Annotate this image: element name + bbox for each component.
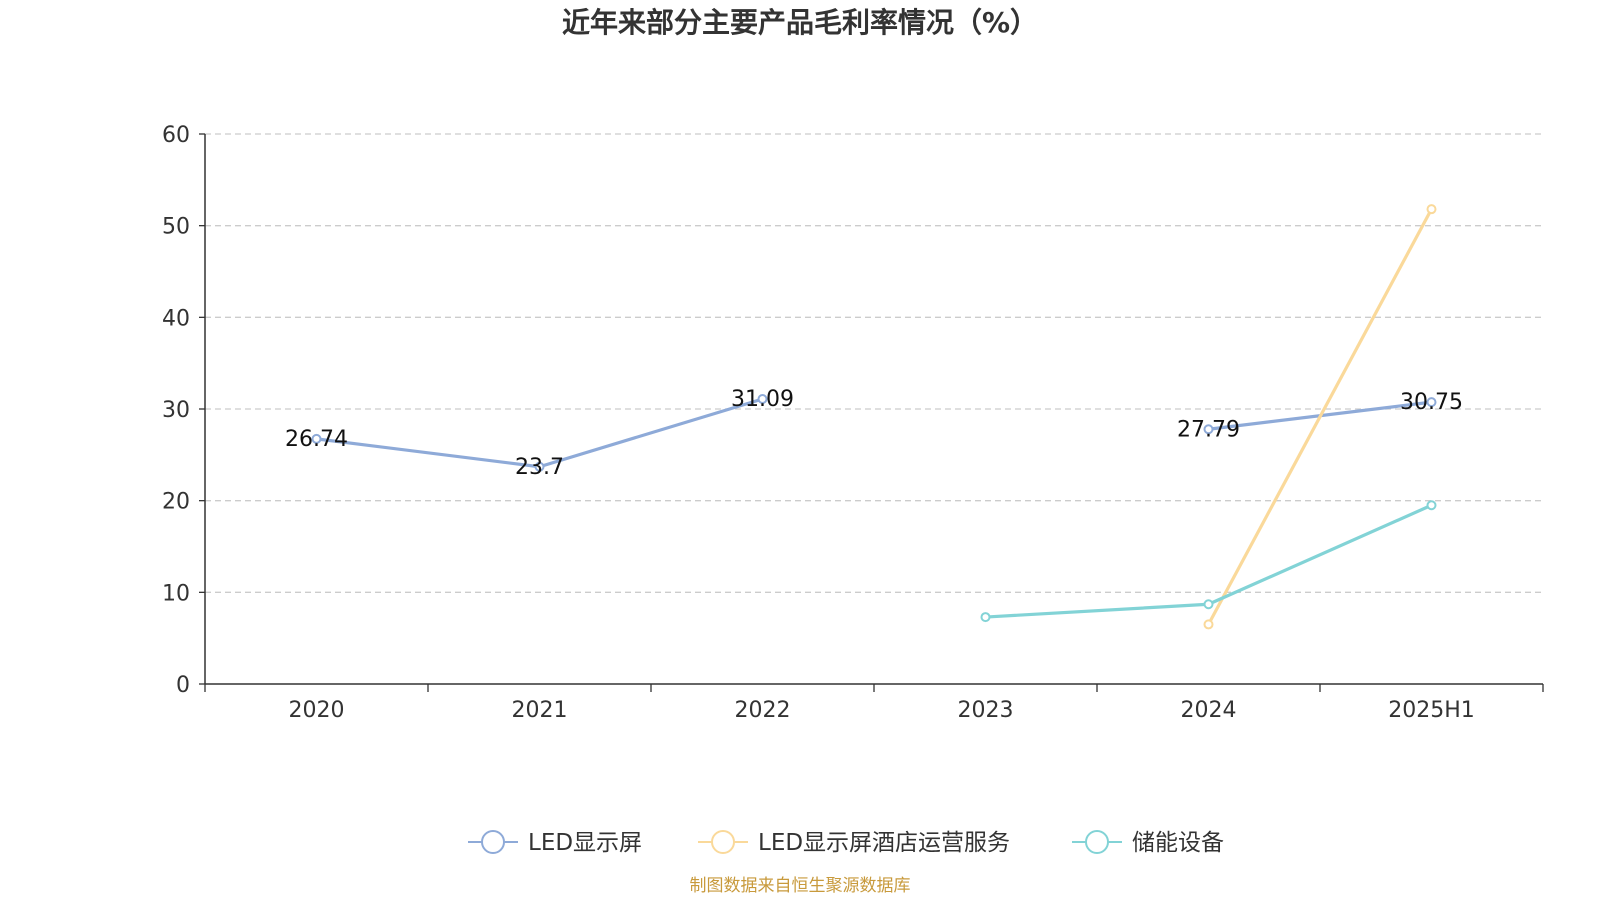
x-tick-label: 2024 [1181, 698, 1237, 723]
legend-item-1[interactable]: LED显示屏酒店运营服务 [698, 830, 1010, 856]
y-axis-ticks: 0 10 20 30 40 50 60 [162, 123, 205, 698]
x-tick-label: 2025H1 [1388, 698, 1475, 723]
data-label: 27.79 [1177, 417, 1240, 442]
x-tick-label: 2021 [512, 698, 568, 723]
y-tick-label: 10 [162, 581, 190, 606]
data-point [980, 612, 991, 623]
y-tick-label: 60 [162, 123, 190, 148]
data-point [1203, 424, 1214, 435]
y-tick-label: 50 [162, 215, 190, 240]
y-tick-label: 30 [162, 398, 190, 423]
legend-circle-icon [481, 830, 505, 854]
data-point [534, 461, 545, 472]
legend-circle-icon [1085, 830, 1109, 854]
y-tick-label: 0 [176, 673, 190, 698]
legend-item-2[interactable]: 储能设备 [1072, 830, 1224, 856]
data-label: 30.75 [1400, 390, 1463, 415]
chart-title: 近年来部分主要产品毛利率情况（%） [562, 6, 1038, 39]
legend[interactable]: LED显示屏 LED显示屏酒店运营服务 储能设备 [468, 830, 1224, 856]
data-point [1426, 500, 1437, 511]
series-line-1 [1207, 208, 1433, 626]
data-point [1203, 619, 1214, 630]
x-tick-label: 2023 [958, 698, 1014, 723]
x-tick-label: 2020 [289, 698, 345, 723]
data-label: 31.09 [731, 387, 794, 412]
data-point [311, 433, 322, 444]
data-point [1426, 204, 1437, 215]
legend-item-0[interactable]: LED显示屏 [468, 830, 642, 856]
legend-circle-icon [711, 830, 735, 854]
legend-label: LED显示屏酒店运营服务 [758, 830, 1010, 856]
legend-label: LED显示屏 [528, 830, 642, 856]
grid-lines [205, 133, 1543, 593]
x-axis-ticks: 2020 2021 2022 2023 2024 2025H1 [204, 684, 1544, 723]
y-tick-label: 20 [162, 490, 190, 515]
x-tick-label: 2022 [735, 698, 791, 723]
data-label: 23.7 [515, 455, 564, 480]
data-point [1203, 599, 1214, 610]
source-note: 制图数据来自恒生聚源数据库 [690, 876, 911, 896]
y-tick-label: 40 [162, 306, 190, 331]
series-lines [311, 204, 1437, 630]
data-labels: 26.74 23.7 31.09 27.79 30.75 [285, 387, 1463, 480]
data-label: 26.74 [285, 427, 348, 452]
data-point [1426, 397, 1437, 408]
data-point [757, 394, 768, 405]
legend-label: 储能设备 [1132, 830, 1224, 856]
